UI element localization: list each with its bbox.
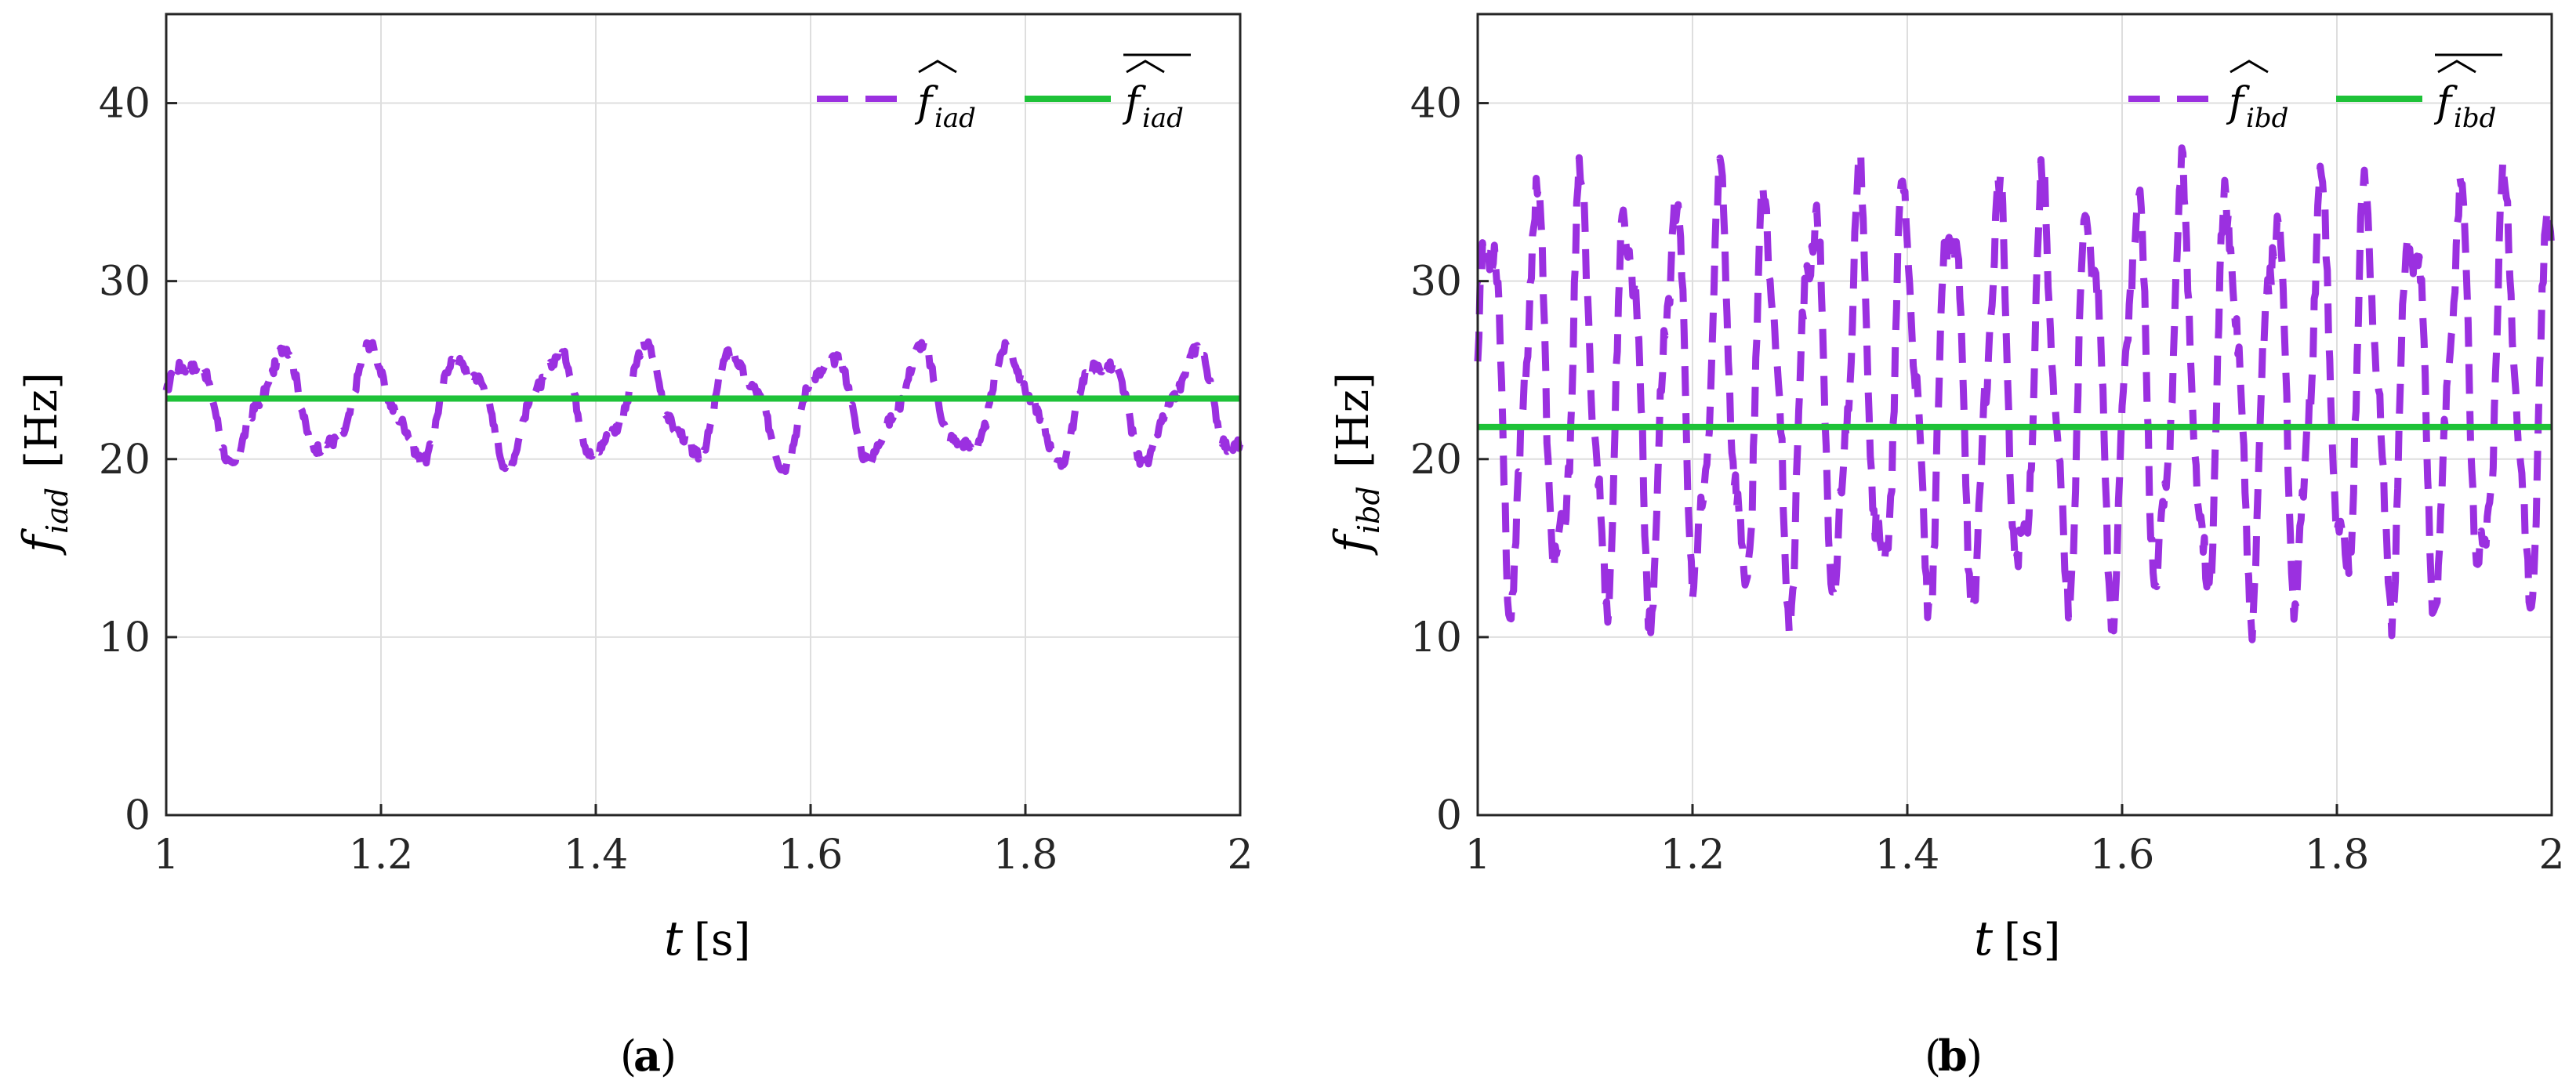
x-tick-label: 1.6: [778, 832, 844, 879]
legend-b: f ibd f ibd: [2128, 53, 2502, 134]
legend-label-sub: iad: [934, 103, 976, 134]
x-axis-label-a-unit: [s]: [694, 915, 750, 966]
grid-b: [1477, 14, 2552, 816]
legend-hat-mark: [2437, 60, 2476, 74]
x-tick-label: 1: [153, 832, 179, 879]
caption-b: ( b ): [1925, 1031, 1983, 1081]
legend-label-sub: iad: [1142, 103, 1184, 134]
svg-text:(: (: [620, 1031, 637, 1081]
caption-b-letter: b: [1938, 1031, 1968, 1081]
y-tick-label: 10: [99, 614, 151, 661]
y-axis-label-b-sub: ibd: [1351, 486, 1386, 534]
axes-frame-a: [165, 13, 1242, 817]
y-tick-label: 0: [1436, 792, 1462, 839]
y-axis-label-b: f ibd [Hz]: [1325, 372, 1386, 556]
x-tick-label: 1.8: [2305, 832, 2370, 879]
caption-a-letter: a: [633, 1031, 661, 1081]
y-axis-label-a: f iad [Hz]: [13, 372, 74, 556]
legend-hat-mark: [918, 60, 957, 74]
x-tick-label: 1.4: [1875, 832, 1940, 879]
x-tick-label: 2: [1227, 832, 1253, 879]
y-tick-label: 10: [1410, 614, 1462, 661]
y-tick-label: 30: [1410, 259, 1462, 306]
x-tick-label: 1.8: [993, 832, 1058, 879]
x-tick-label: 1.2: [349, 832, 414, 879]
caption-a: ( a ): [620, 1031, 677, 1081]
x-tick-label: 2: [2538, 832, 2564, 879]
y-tick-label: 40: [99, 81, 151, 128]
y-axis-label-b-unit: [Hz]: [1328, 372, 1379, 468]
svg-text:): ): [660, 1031, 677, 1081]
y-tick-label: 0: [125, 792, 151, 839]
series-estimate-line: [162, 336, 1244, 475]
legend-label-sub: ibd: [2246, 103, 2288, 134]
y-tick-label: 20: [1410, 437, 1462, 484]
x-axis-label-b-unit: [s]: [2004, 915, 2060, 966]
y-tick-label: 40: [1410, 81, 1462, 128]
plot-area-a: [162, 336, 1244, 475]
x-axis-label-a-var: t: [664, 912, 684, 966]
y-tick-label: 30: [99, 259, 151, 306]
axes-frame-b: [1476, 13, 2553, 817]
legend-hat-mark: [2230, 60, 2269, 74]
y-axis-label-a-sub: iad: [40, 488, 74, 534]
legend-label-sub: ibd: [2454, 103, 2496, 134]
svg-text:): ): [1966, 1031, 1983, 1081]
legend-a: f iad f iad: [817, 53, 1191, 134]
x-tick-label: 1.6: [2090, 832, 2155, 879]
svg-text:(: (: [1925, 1031, 1941, 1081]
grid-a: [165, 14, 1241, 816]
legend-hat-mark: [1126, 60, 1165, 74]
x-axis-label-b-var: t: [1974, 912, 1994, 966]
y-tick-label: 20: [99, 437, 151, 484]
x-tick-label: 1.4: [564, 832, 629, 879]
series-estimate-line: [1474, 144, 2556, 643]
plot-area-b: [1474, 144, 2556, 643]
y-axis-label-a-unit: [Hz]: [16, 372, 67, 468]
x-tick-label: 1.2: [1660, 832, 1725, 879]
x-tick-label: 1: [1464, 832, 1490, 879]
